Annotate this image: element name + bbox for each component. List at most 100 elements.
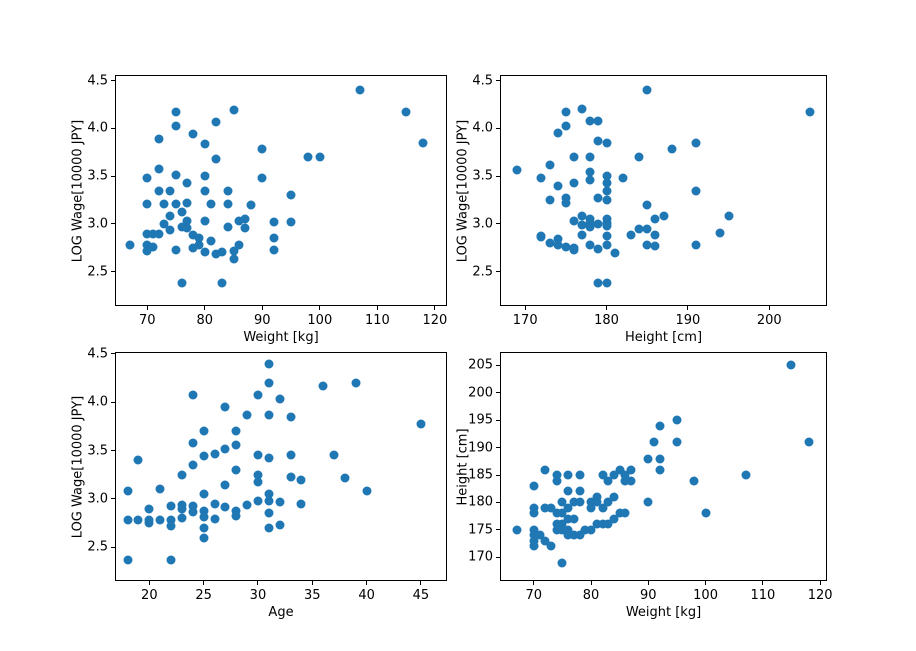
data-point — [133, 515, 143, 525]
data-point — [200, 247, 210, 257]
data-point — [242, 500, 252, 510]
y-tick-mark — [111, 223, 115, 225]
data-point — [642, 240, 652, 250]
y-tick-mark — [496, 175, 500, 177]
data-point — [512, 165, 522, 174]
data-point — [234, 240, 244, 250]
axes-frame — [500, 75, 827, 306]
x-tick-label: 180 — [594, 313, 619, 328]
data-point — [200, 186, 210, 195]
data-point — [275, 394, 285, 404]
data-point — [264, 496, 274, 506]
data-point — [585, 116, 595, 126]
subplot-weight-vs-logwage: Weight [kg] LOG Wage[10000 JPY] 70 80 90 10… — [71, 74, 448, 344]
data-point — [529, 536, 539, 546]
data-point — [575, 530, 585, 540]
y-tick-label: 3.0 — [87, 216, 108, 232]
y-tick-label: 180 — [468, 494, 493, 510]
x-tick-label: 90 — [640, 588, 657, 603]
data-point — [166, 521, 176, 531]
data-point — [602, 195, 612, 205]
data-point — [546, 503, 556, 513]
data-point — [257, 144, 267, 154]
x-tick-mark — [376, 305, 378, 310]
y-tick-label: 4.5 — [472, 73, 493, 89]
y-axis-label: LOG Wage[10000 JPY] — [70, 395, 86, 538]
data-point — [643, 454, 653, 464]
data-point — [264, 453, 274, 463]
data-point — [199, 523, 209, 533]
data-point — [199, 506, 209, 516]
data-point — [155, 515, 165, 525]
y-tick-label: 195 — [468, 412, 493, 428]
data-point — [569, 152, 579, 162]
data-point — [634, 152, 644, 162]
data-point — [229, 246, 239, 256]
data-point — [166, 501, 176, 511]
data-point — [609, 514, 619, 524]
data-point — [159, 199, 169, 209]
data-point — [575, 470, 585, 480]
y-tick-label: 4.5 — [87, 346, 108, 362]
subplot-age-vs-logwage: Age LOG Wage[10000 JPY] 20 25 30 35 40 45 2.5 3… — [71, 347, 447, 619]
x-tick-label: 45 — [412, 588, 430, 603]
data-point — [171, 107, 181, 117]
data-point — [177, 513, 187, 523]
data-point — [199, 451, 209, 461]
data-point — [303, 152, 313, 162]
data-point — [264, 378, 274, 388]
data-point — [142, 229, 152, 239]
data-point — [182, 216, 192, 226]
x-tick-mark — [261, 305, 263, 310]
x-tick-label: 80 — [196, 313, 214, 328]
data-point — [552, 519, 562, 529]
data-point — [253, 477, 263, 487]
y-tick-label: 190 — [468, 440, 493, 456]
data-point — [724, 211, 734, 221]
data-point — [142, 240, 152, 250]
x-tick-label: 20 — [141, 588, 158, 603]
data-point — [593, 244, 603, 254]
data-point — [602, 178, 612, 188]
data-point — [199, 512, 209, 522]
data-point — [123, 515, 133, 525]
data-point — [188, 501, 198, 511]
data-point — [210, 514, 219, 524]
data-point — [545, 195, 555, 205]
data-point — [144, 504, 154, 514]
data-point — [512, 525, 522, 535]
data-point — [592, 492, 602, 502]
x-tick-mark — [819, 580, 821, 585]
data-point — [626, 465, 636, 475]
data-point — [231, 426, 241, 436]
data-point — [585, 175, 595, 185]
data-point — [194, 233, 204, 243]
x-tick-label: 30 — [249, 588, 267, 603]
data-point — [577, 230, 587, 240]
y-tick-mark — [496, 501, 500, 503]
data-point — [211, 117, 221, 127]
data-point — [362, 486, 372, 496]
data-point — [264, 359, 274, 369]
data-point — [210, 499, 219, 509]
x-axis-label: Age — [268, 605, 294, 620]
data-point — [580, 525, 590, 535]
data-point — [557, 519, 567, 529]
y-tick-label: 3.0 — [87, 491, 108, 507]
data-point — [689, 476, 699, 485]
data-point — [577, 220, 587, 230]
x-tick-label: 100 — [307, 313, 333, 328]
data-point — [593, 219, 603, 229]
x-tick-label: 200 — [756, 313, 782, 328]
data-point — [536, 232, 546, 242]
x-tick-mark — [257, 580, 259, 585]
data-point — [626, 230, 636, 240]
data-point — [340, 473, 350, 483]
data-point — [253, 470, 263, 480]
data-point — [401, 107, 411, 117]
data-point — [626, 476, 636, 485]
data-point — [603, 519, 613, 529]
data-point — [553, 181, 563, 191]
data-point — [620, 476, 630, 485]
x-tick-label: 110 — [750, 588, 776, 603]
